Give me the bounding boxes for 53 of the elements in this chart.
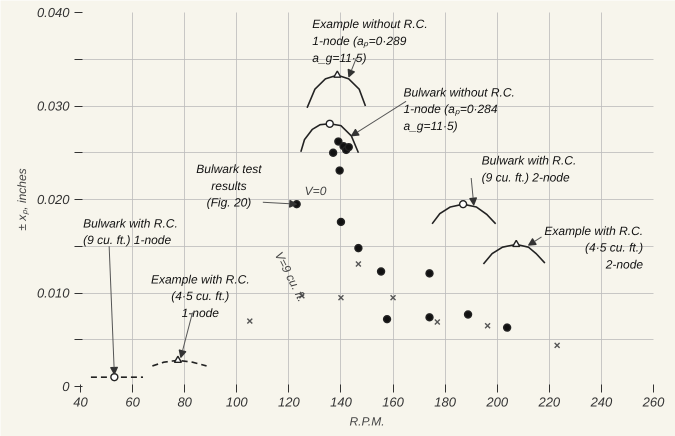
x-tick-label: 140 xyxy=(330,394,353,410)
y-axis-title: ± xₚ, inches xyxy=(14,168,29,231)
y-tick-label: 0 xyxy=(62,379,70,394)
x-tick-label: 160 xyxy=(382,394,405,410)
x-tick-label: 40 xyxy=(73,394,88,410)
point xyxy=(333,70,342,78)
x-tick-label: 180 xyxy=(434,394,457,410)
annotation: Example without R.C. 1-node (aₚ=0·289 a_g=11·5) xyxy=(312,17,428,65)
annotation: Example with R.C. (4·5 cu. ft.) 2-node xyxy=(544,224,644,272)
y-tick-label: 0.030 xyxy=(36,98,70,114)
annotation: Bulwark test results (Fig. 20) xyxy=(196,162,262,210)
point xyxy=(484,322,491,329)
text: V=9 cu. ft. xyxy=(272,249,309,304)
point xyxy=(554,342,560,349)
x-axis-title: R.P.M. xyxy=(349,414,385,428)
y-tick-label: 0.010 xyxy=(36,286,70,300)
point xyxy=(174,356,182,364)
x-tick-label: 60 xyxy=(125,394,141,410)
point xyxy=(246,318,253,324)
x-tick-label: 260 xyxy=(642,394,666,410)
point xyxy=(425,269,434,278)
point xyxy=(464,310,472,319)
annotation: Example with R.C. (4·5 cu. ft.) 1-node xyxy=(150,272,250,320)
x-tick-label: 100 xyxy=(226,394,248,410)
point xyxy=(334,137,343,146)
point xyxy=(336,218,346,226)
annotation: Bulwark without R.C. 1-node (aₚ=0·284 a_g=11·5) xyxy=(403,85,515,134)
point xyxy=(434,318,440,326)
series-label: V=0 xyxy=(304,184,327,198)
point xyxy=(355,260,362,268)
x-tick-label: 240 xyxy=(590,394,614,410)
annotation: Bulwark with R.C. (9 cu. ft.) 1-node xyxy=(83,216,178,248)
point xyxy=(376,267,386,276)
point xyxy=(502,323,512,332)
point xyxy=(338,294,344,301)
x-tick-label: 120 xyxy=(278,394,300,410)
point xyxy=(382,314,392,324)
x-tick-label: 80 xyxy=(177,394,193,410)
point xyxy=(458,200,468,208)
point xyxy=(390,294,396,301)
annotation: Bulwark with R.C. (9 cu. ft.) 2-node xyxy=(482,154,576,184)
point xyxy=(354,244,363,252)
point xyxy=(110,372,119,382)
point xyxy=(425,313,434,322)
point xyxy=(512,240,520,248)
point xyxy=(326,120,334,128)
x-tick-label: 220 xyxy=(537,394,561,410)
point xyxy=(328,148,338,157)
point xyxy=(344,142,353,152)
point xyxy=(335,166,344,175)
y-tick-label: 0.040 xyxy=(36,5,70,20)
x-tick-label: 200 xyxy=(485,394,509,410)
y-tick-label: 0.020 xyxy=(36,192,70,207)
